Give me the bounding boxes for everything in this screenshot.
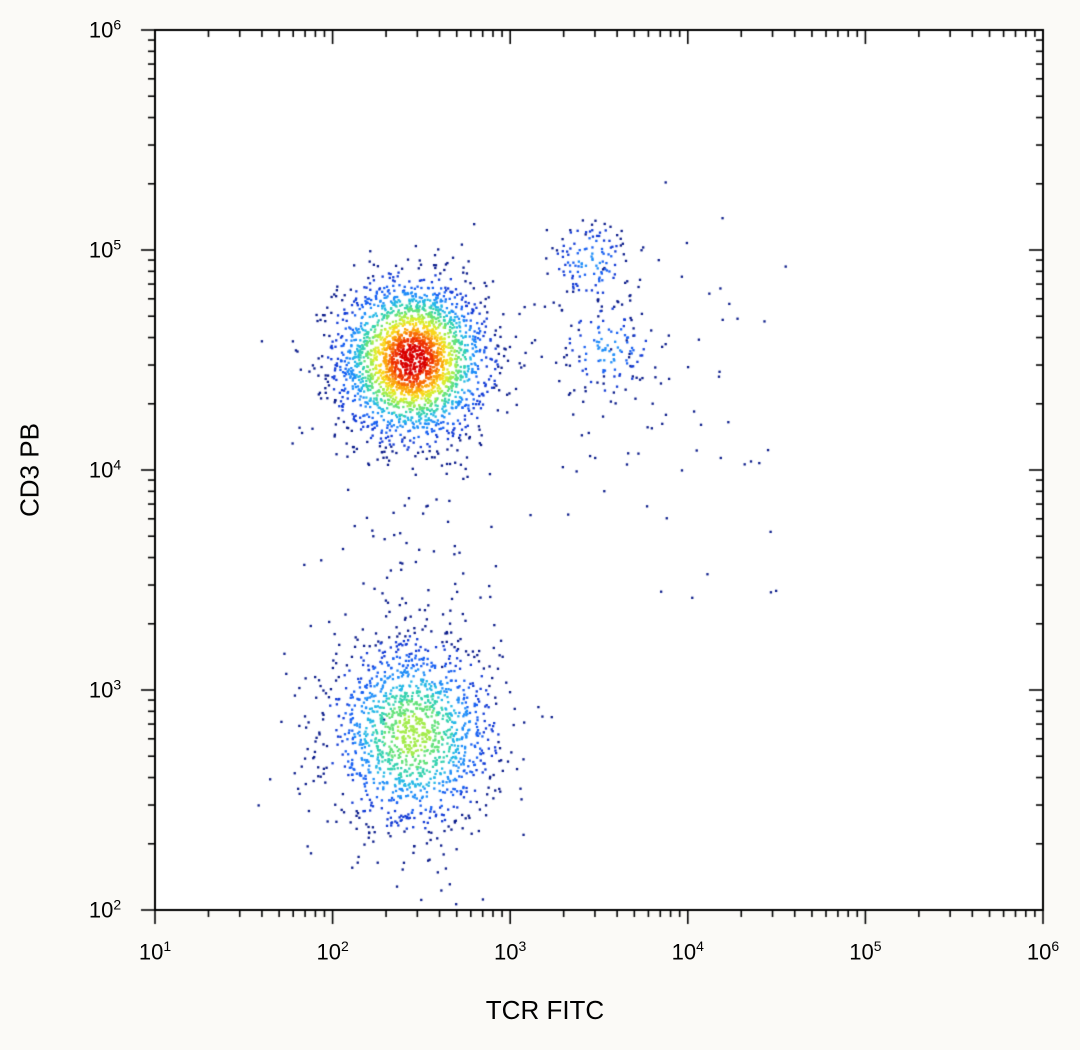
x-tick-label: 104 xyxy=(672,938,704,965)
y-tick-label: 103 xyxy=(89,676,121,703)
x-tick-label: 103 xyxy=(494,938,526,965)
y-tick-label: 106 xyxy=(89,16,121,43)
y-tick-label: 104 xyxy=(89,456,121,483)
y-tick-label: 102 xyxy=(89,896,121,923)
scatter-canvas xyxy=(0,0,1080,1050)
y-tick-label: 105 xyxy=(89,236,121,263)
y-axis-label: CD3 PB xyxy=(15,423,46,517)
x-tick-label: 101 xyxy=(139,938,171,965)
x-tick-label: 102 xyxy=(316,938,348,965)
x-tick-label: 105 xyxy=(849,938,881,965)
flow-cytometry-chart: 101 102 103 104 105 106 102 103 104 105 106 TCR FIT… xyxy=(0,0,1080,1050)
x-tick-label: 106 xyxy=(1027,938,1059,965)
x-axis-label: TCR FITC xyxy=(486,995,604,1026)
